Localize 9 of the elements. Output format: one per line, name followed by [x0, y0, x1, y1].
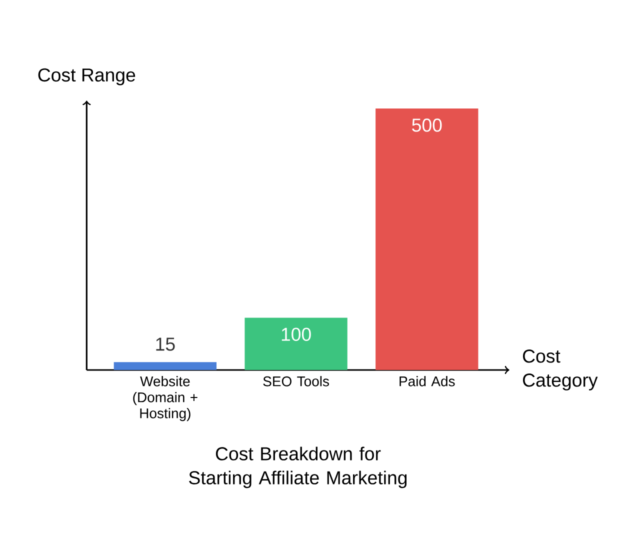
data-label: 15	[156, 338, 175, 351]
y-axis-title: Cost Range	[38, 68, 136, 86]
x-tick-label: SEO Tools	[263, 376, 329, 386]
x-tick-label: Paid Ads	[400, 376, 455, 386]
text: Cost Breakdown for Starting Affiliate Marketing	[189, 446, 407, 488]
x-tick-label: Website (Domain + Hosting)	[133, 376, 198, 422]
data-label: 500	[412, 118, 442, 132]
data-label: 100	[282, 328, 311, 341]
x-axis-title: Cost Category	[522, 350, 598, 390]
